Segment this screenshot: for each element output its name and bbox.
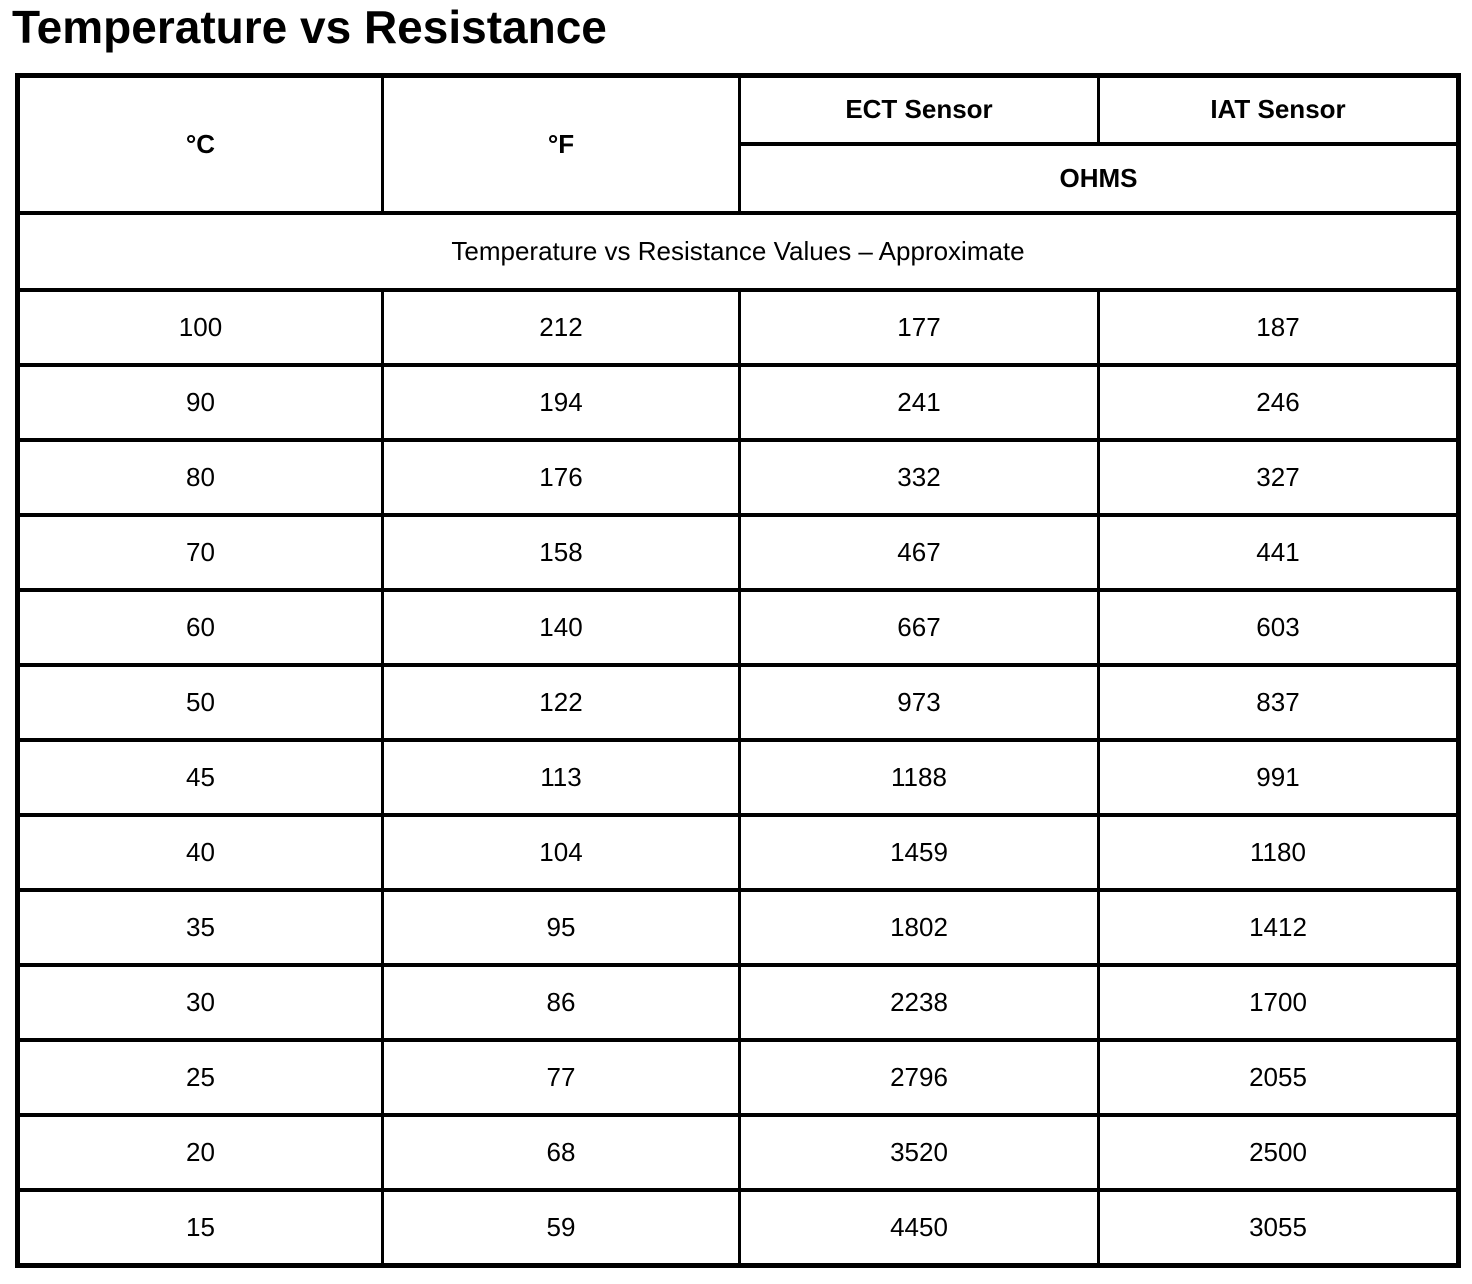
table-row: 45 113 1188 991: [16, 738, 1460, 818]
cell-fahrenheit: 176: [381, 438, 741, 518]
cell-iat-ohms: 2055: [1097, 1038, 1460, 1118]
table-row: 25 77 2796 2055: [16, 1038, 1460, 1118]
cell-celsius: 100: [16, 288, 384, 368]
cell-fahrenheit: 59: [381, 1188, 741, 1268]
cell-iat-ohms: 187: [1097, 288, 1460, 368]
header-row-sensors: °C °F ECT Sensor IAT Sensor: [16, 73, 1460, 216]
cell-iat-ohms: 3055: [1097, 1188, 1460, 1268]
cell-fahrenheit: 140: [381, 588, 741, 668]
cell-fahrenheit: 77: [381, 1038, 741, 1118]
cell-celsius: 70: [16, 513, 384, 593]
cell-celsius: 25: [16, 1038, 384, 1118]
table-row: 35 95 1802 1412: [16, 888, 1460, 968]
cell-fahrenheit: 68: [381, 1113, 741, 1193]
cell-ect-ohms: 177: [738, 288, 1100, 368]
cell-celsius: 90: [16, 363, 384, 443]
table-row: 30 86 2238 1700: [16, 963, 1460, 1043]
table-row: 20 68 3520 2500: [16, 1113, 1460, 1193]
header-ohms: OHMS: [738, 142, 1460, 216]
table-row: 70 158 467 441: [16, 513, 1460, 593]
cell-iat-ohms: 2500: [1097, 1113, 1460, 1193]
cell-fahrenheit: 158: [381, 513, 741, 593]
header-row-ohms: OHMS: [18, 142, 1460, 216]
cell-ect-ohms: 1188: [738, 738, 1100, 818]
table-row: 50 122 973 837: [16, 663, 1460, 743]
cell-iat-ohms: 1180: [1097, 813, 1460, 893]
cell-celsius: 50: [16, 663, 384, 743]
cell-iat-ohms: 246: [1097, 363, 1460, 443]
cell-ect-ohms: 3520: [738, 1113, 1100, 1193]
cell-fahrenheit: 95: [381, 888, 741, 968]
table-row: 40 104 1459 1180: [16, 813, 1460, 893]
cell-ect-ohms: 1459: [738, 813, 1100, 893]
cell-celsius: 40: [16, 813, 384, 893]
cell-celsius: 45: [16, 738, 384, 818]
cell-iat-ohms: 327: [1097, 438, 1460, 518]
temperature-resistance-table: °C °F ECT Sensor IAT Sensor OHMS Tempera…: [15, 72, 1461, 1268]
table-row: 90 194 241 246: [16, 363, 1460, 443]
table-subtitle-section: Temperature vs Resistance Values – Appro…: [16, 211, 1460, 293]
cell-celsius: 20: [16, 1113, 384, 1193]
cell-iat-ohms: 837: [1097, 663, 1460, 743]
cell-fahrenheit: 212: [381, 288, 741, 368]
cell-celsius: 30: [16, 963, 384, 1043]
header-fahrenheit: °F: [381, 73, 741, 216]
cell-ect-ohms: 241: [738, 363, 1100, 443]
table-row: 100 212 177 187: [16, 288, 1460, 368]
cell-ect-ohms: 332: [738, 438, 1100, 518]
cell-iat-ohms: 441: [1097, 513, 1460, 593]
cell-ect-ohms: 2238: [738, 963, 1100, 1043]
table-body: 100 212 177 187 90 194 241 246 80 176 332 327 70 158 4…: [16, 288, 1460, 1268]
cell-iat-ohms: 991: [1097, 738, 1460, 818]
cell-celsius: 35: [16, 888, 384, 968]
cell-fahrenheit: 194: [381, 363, 741, 443]
cell-celsius: 80: [16, 438, 384, 518]
cell-ect-ohms: 667: [738, 588, 1100, 668]
subtitle-row: Temperature vs Resistance Values – Appro…: [16, 211, 1460, 293]
table-row: 80 176 332 327: [16, 438, 1460, 518]
cell-ect-ohms: 467: [738, 513, 1100, 593]
cell-ect-ohms: 973: [738, 663, 1100, 743]
cell-fahrenheit: 113: [381, 738, 741, 818]
table-row: 15 59 4450 3055: [16, 1188, 1460, 1268]
cell-fahrenheit: 104: [381, 813, 741, 893]
cell-fahrenheit: 86: [381, 963, 741, 1043]
cell-celsius: 60: [16, 588, 384, 668]
header-iat-sensor: IAT Sensor: [1097, 73, 1460, 147]
page-title: Temperature vs Resistance: [12, 1, 607, 53]
cell-fahrenheit: 122: [381, 663, 741, 743]
cell-iat-ohms: 1700: [1097, 963, 1460, 1043]
header-ect-sensor: ECT Sensor: [738, 73, 1100, 147]
table-header: °C °F ECT Sensor IAT Sensor OHMS: [16, 73, 1460, 216]
header-celsius: °C: [16, 73, 384, 216]
cell-iat-ohms: 603: [1097, 588, 1460, 668]
table-subtitle: Temperature vs Resistance Values – Appro…: [16, 211, 1460, 293]
cell-ect-ohms: 4450: [738, 1188, 1100, 1268]
cell-ect-ohms: 2796: [738, 1038, 1100, 1118]
cell-celsius: 15: [16, 1188, 384, 1268]
cell-iat-ohms: 1412: [1097, 888, 1460, 968]
cell-ect-ohms: 1802: [738, 888, 1100, 968]
table-row: 60 140 667 603: [16, 588, 1460, 668]
